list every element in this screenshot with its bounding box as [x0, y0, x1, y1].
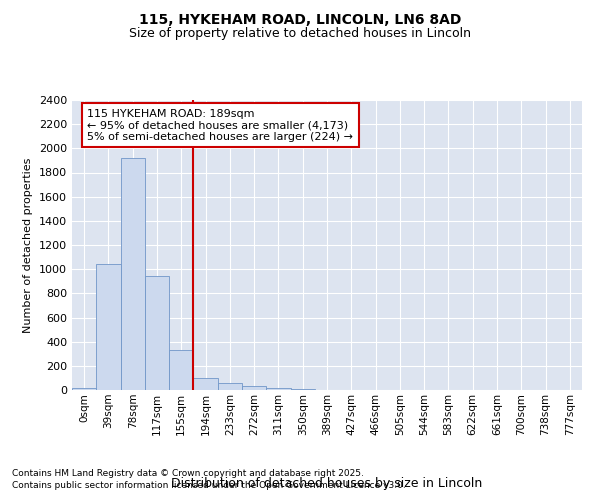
Y-axis label: Number of detached properties: Number of detached properties: [23, 158, 34, 332]
Bar: [169, 350, 193, 390]
Text: Contains public sector information licensed under the Open Government Licence v3: Contains public sector information licen…: [12, 481, 406, 490]
Bar: [96, 264, 121, 390]
Bar: [242, 386, 266, 390]
Text: 115 HYKEHAM ROAD: 189sqm
← 95% of detached houses are smaller (4,173)
5% of semi: 115 HYKEHAM ROAD: 189sqm ← 95% of detach…: [88, 108, 353, 142]
Text: Size of property relative to detached houses in Lincoln: Size of property relative to detached ho…: [129, 28, 471, 40]
Bar: [193, 378, 218, 390]
Bar: [72, 388, 96, 390]
Text: 115, HYKEHAM ROAD, LINCOLN, LN6 8AD: 115, HYKEHAM ROAD, LINCOLN, LN6 8AD: [139, 12, 461, 26]
Bar: [145, 276, 169, 390]
Text: Contains HM Land Registry data © Crown copyright and database right 2025.: Contains HM Land Registry data © Crown c…: [12, 468, 364, 477]
Bar: [290, 389, 315, 390]
Bar: [121, 158, 145, 390]
Bar: [218, 384, 242, 390]
Bar: [266, 388, 290, 390]
X-axis label: Distribution of detached houses by size in Lincoln: Distribution of detached houses by size …: [172, 476, 482, 490]
